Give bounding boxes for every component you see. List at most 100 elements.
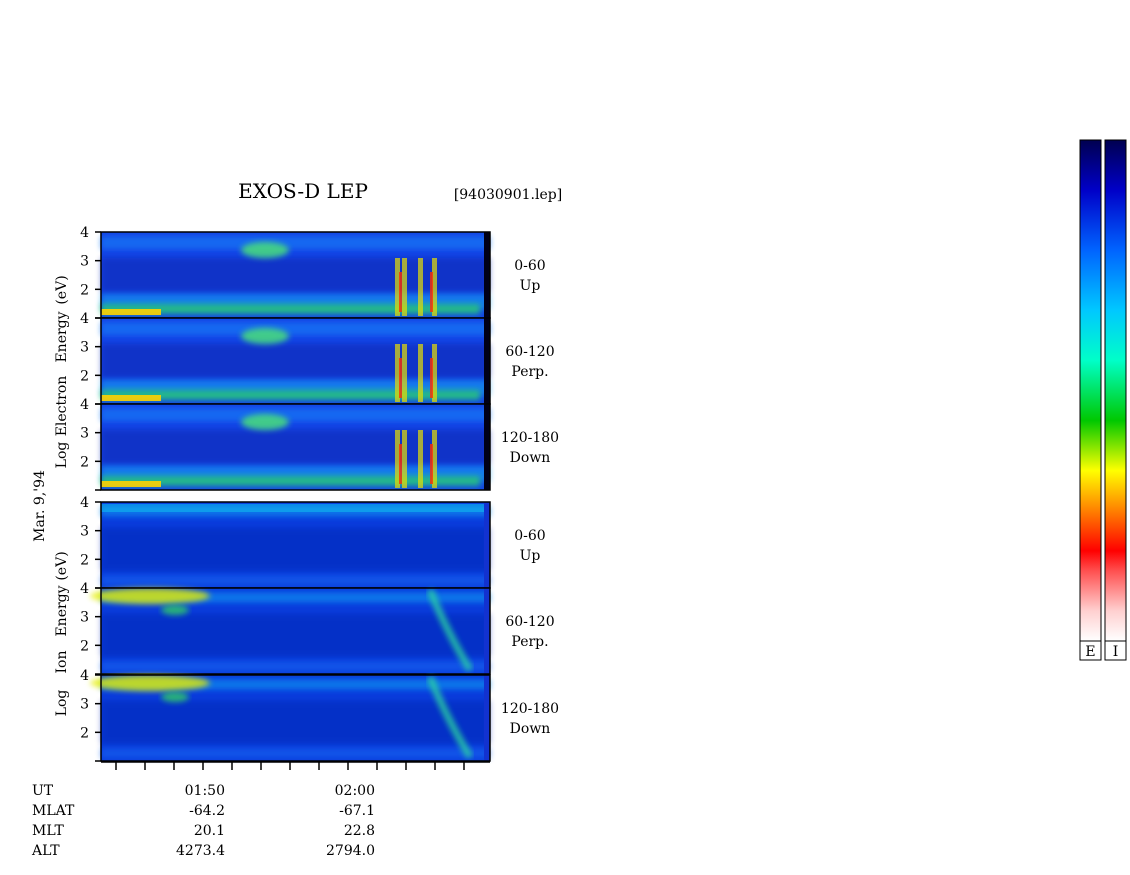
panel-texture-band (101, 429, 490, 465)
burst-core (430, 272, 433, 312)
burst-stripe (395, 344, 400, 402)
panel-frame (100, 674, 491, 762)
ephemeris-table: UT 01:50 02:00 MLAT -64.2 -67.1 MLT 20.1 22.8 ALT… (31, 783, 375, 859)
top-energy-blob (90, 588, 210, 604)
ephemeris-row-label: MLT (32, 823, 64, 839)
burst-stripe (395, 430, 400, 488)
low-energy-peak (101, 309, 161, 315)
panel-direction-label: Down (510, 450, 551, 466)
low-energy-peak (101, 395, 161, 401)
burst-stripe (418, 258, 423, 316)
y-tick-label: 2 (80, 368, 89, 384)
ion-axis-title: Log Ion Energy (eV) (54, 551, 70, 716)
panel-pitch-label: 120-180 (501, 701, 559, 717)
panel-direction-label: Up (520, 548, 541, 564)
panel-4: 4 3 2 0-60 Up (80, 495, 546, 589)
ion-colorbar-key-box (1104, 640, 1127, 661)
y-tick-label: 3 (80, 426, 89, 442)
burst-core (399, 358, 402, 398)
ion-colorbar-scale (1104, 139, 1127, 642)
ion-axis-title-log: Log (54, 690, 70, 717)
ion-axis-title-energy: Energy (54, 585, 70, 636)
panel-texture-band (101, 661, 490, 672)
panel-texture-band (101, 527, 490, 571)
electron-axis-title-species: Electron (54, 376, 70, 437)
panel-edge (484, 404, 490, 490)
y-tick-label: 4 (80, 495, 89, 511)
low-energy-band (101, 304, 480, 314)
y-tick-label: 4 (80, 668, 89, 684)
y-tick-label: 3 (80, 340, 89, 356)
panel-texture-band (101, 408, 490, 422)
ephemeris-row-label: MLAT (32, 803, 75, 819)
panel-pitch-label: 60-120 (505, 344, 554, 360)
panel-texture-band (101, 700, 490, 744)
burst-stripe (418, 344, 423, 402)
burst-core (399, 444, 402, 484)
low-energy-band (101, 390, 480, 400)
ephemeris-value: -64.2 (189, 803, 225, 819)
y-tick-label: 2 (80, 725, 89, 741)
low-energy-peak (101, 481, 161, 487)
electron-colorbar-key: E (1085, 644, 1095, 660)
ephemeris-value: 02:00 (335, 783, 375, 799)
panel-pitch-label: 120-180 (501, 430, 559, 446)
ephemeris-value: 20.1 (194, 823, 225, 839)
ion-axis-title-unit: (eV) (54, 551, 70, 580)
electron-axis-title: Log Electron Energy (eV) (54, 275, 70, 468)
panel-direction-label: Perp. (511, 634, 548, 650)
top-energy-blob (90, 675, 210, 691)
panel-direction-label: Up (520, 278, 541, 294)
ephemeris-value: 01:50 (185, 783, 225, 799)
burst-core (430, 444, 433, 484)
y-tick-label: 4 (80, 225, 89, 241)
ephemeris-row-label: UT (32, 783, 54, 799)
energy-blob (161, 605, 189, 615)
panel-2: 4 3 2 60-120 Perp. (80, 311, 555, 405)
ion-colorbar: I (1104, 139, 1127, 661)
panel-texture-band (101, 343, 490, 379)
burst-stripe (402, 344, 407, 402)
panel-texture-band (101, 575, 490, 586)
burst-stripe (418, 430, 423, 488)
low-energy-band (101, 476, 480, 486)
y-tick-label: 2 (80, 454, 89, 470)
electron-colorbar-scale (1079, 139, 1102, 642)
panel-texture-band (101, 679, 490, 690)
date-label: Mar. 9,'94 (32, 470, 48, 542)
electron-axis-title-energy: Energy (54, 311, 70, 362)
y-tick-label: 3 (80, 697, 89, 713)
y-tick-label: 4 (80, 311, 89, 327)
panel-texture-band (101, 613, 490, 657)
energy-blob (161, 692, 189, 702)
panel-edge (484, 502, 490, 588)
y-tick-label: 3 (80, 610, 89, 626)
y-tick-label: 2 (80, 638, 89, 654)
panel-texture-band (101, 592, 490, 603)
ephemeris-value: 22.8 (344, 823, 375, 839)
burst-stripe (432, 344, 437, 402)
burst-core (399, 272, 402, 312)
panel-6: 4 3 2 120-180 Down (80, 668, 559, 762)
panel-texture-band (101, 748, 490, 759)
y-tick-label: 4 (80, 397, 89, 413)
ephemeris-value: -67.1 (339, 803, 375, 819)
x-axis (101, 761, 490, 770)
dispersion-arc (426, 588, 474, 672)
y-tick-label: 4 (80, 581, 89, 597)
y-tick-label: 2 (80, 282, 89, 298)
electron-axis-title-log: Log (54, 442, 70, 469)
ion-axis-title-species: Ion (54, 651, 70, 674)
burst-stripe (395, 258, 400, 316)
ephemeris-row-label: ALT (31, 843, 60, 859)
burst-stripe (402, 430, 407, 488)
panel-1: 4 3 2 0-60 Up (80, 225, 546, 319)
y-tick-label: 2 (80, 552, 89, 568)
panel-direction-label: Perp. (511, 364, 548, 380)
y-tick-label: 3 (80, 254, 89, 270)
file-name: [94030901.lep] (454, 187, 562, 203)
panel-edge (484, 675, 490, 761)
ephemeris-value: 4273.4 (176, 843, 225, 859)
electron-colorbar: E (1079, 139, 1102, 661)
